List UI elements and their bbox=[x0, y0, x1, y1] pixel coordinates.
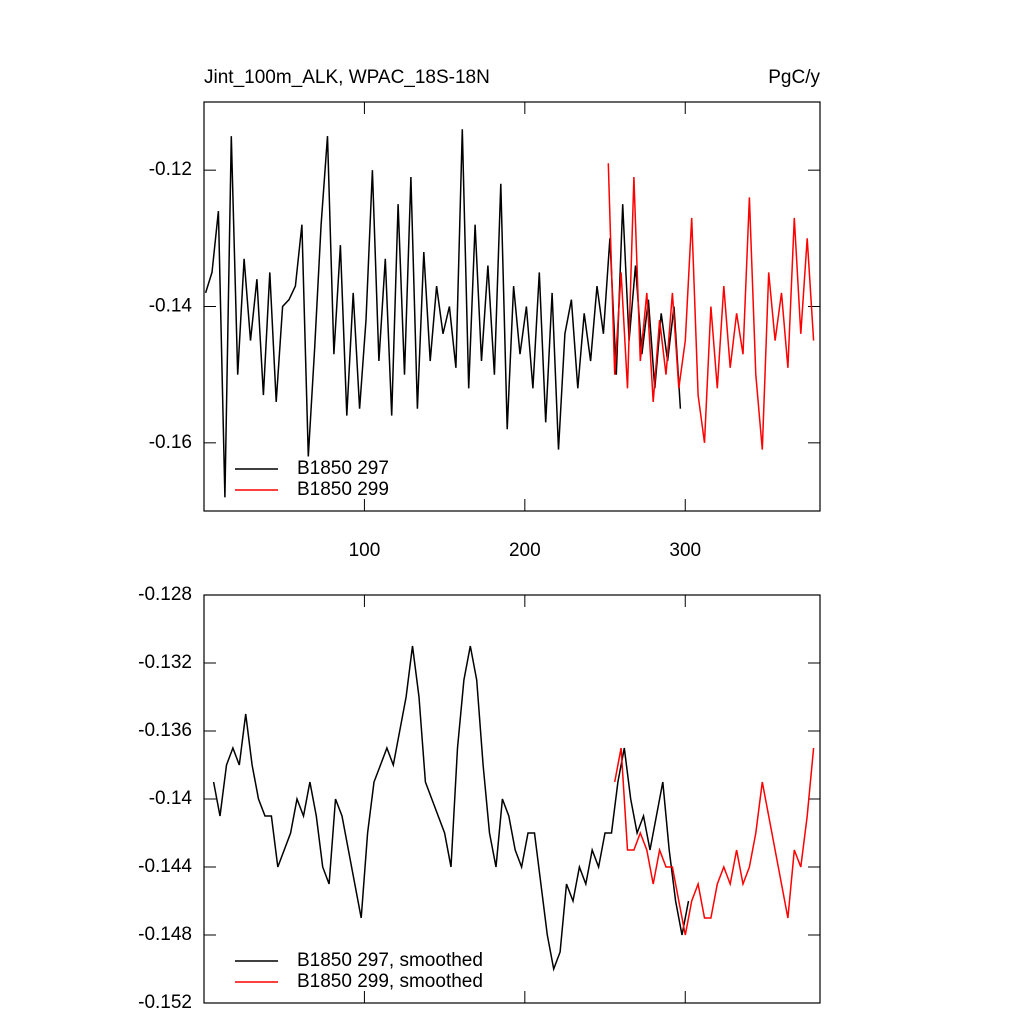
y-tick-label: -0.14 bbox=[149, 296, 193, 317]
x-tick-label: 300 bbox=[669, 540, 701, 561]
y-tick-label: -0.152 bbox=[138, 992, 192, 1013]
y-tick-label: -0.136 bbox=[138, 720, 192, 741]
legend-label: B1850 299 bbox=[297, 479, 389, 500]
y-tick-label: -0.12 bbox=[149, 159, 192, 180]
legend-label: B1850 297, smoothed bbox=[297, 950, 483, 971]
legend-label: B1850 299, smoothed bbox=[297, 971, 483, 992]
x-tick-label: 100 bbox=[349, 540, 381, 561]
data-line bbox=[607, 163, 815, 450]
data-line bbox=[204, 129, 682, 498]
y-tick-label: -0.14 bbox=[149, 788, 193, 809]
x-tick-label: 200 bbox=[509, 540, 541, 561]
units-label: PgC/y bbox=[768, 67, 820, 88]
y-tick-label: -0.128 bbox=[138, 584, 192, 605]
y-tick-label: -0.148 bbox=[138, 924, 192, 945]
y-tick-label: -0.132 bbox=[138, 652, 192, 673]
data-line bbox=[212, 645, 690, 972]
data-line bbox=[613, 747, 815, 936]
y-tick-label: -0.16 bbox=[149, 432, 192, 453]
y-tick-label: -0.144 bbox=[138, 856, 192, 877]
legend-label: B1850 297 bbox=[297, 458, 389, 479]
chart-title: Jint_100m_ALK, WPAC_18S-18N bbox=[204, 67, 490, 88]
